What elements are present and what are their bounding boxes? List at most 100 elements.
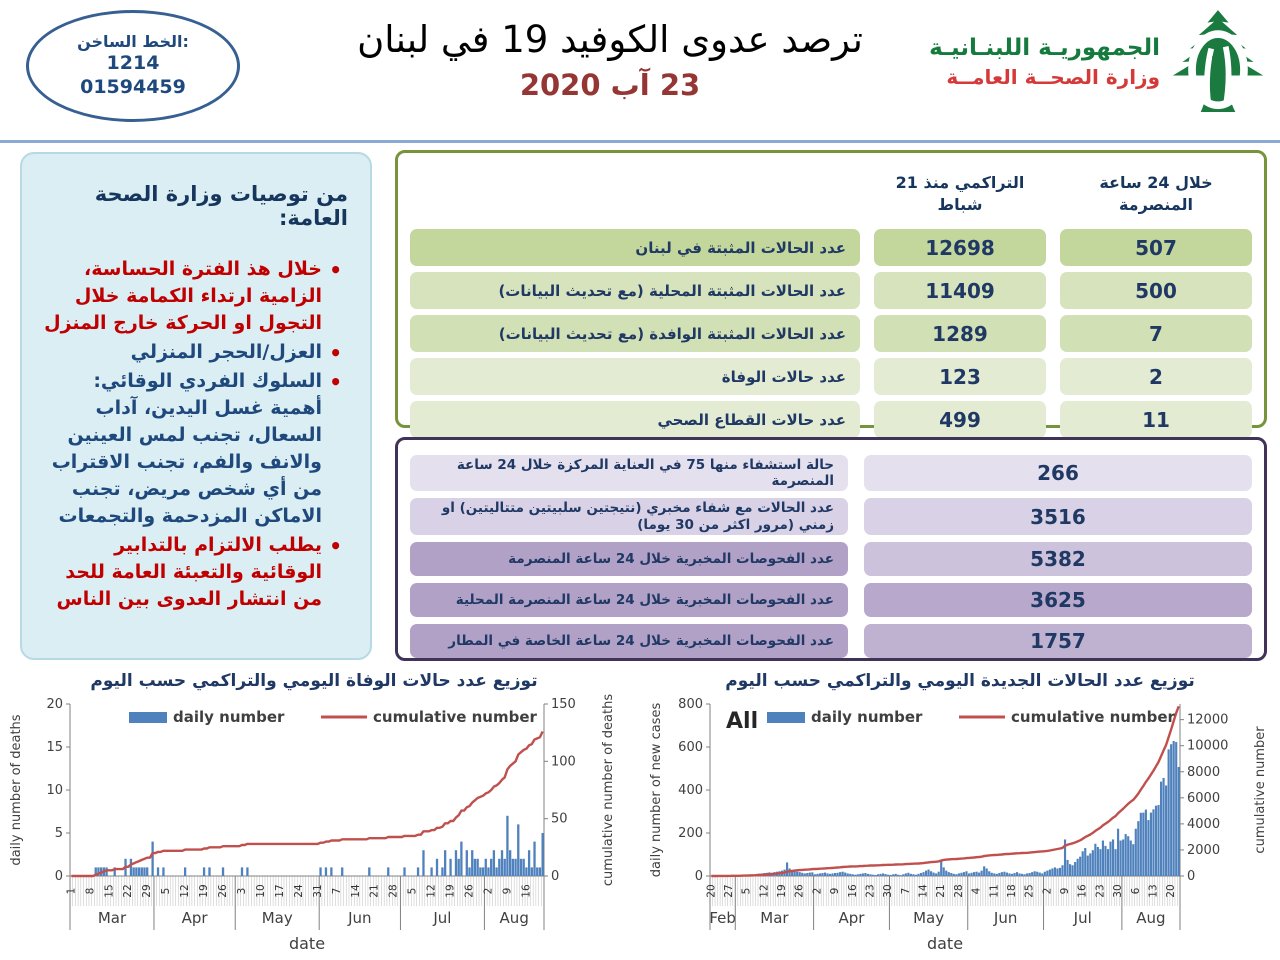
hotline-label: الخط الساخن: xyxy=(77,32,189,52)
svg-text:date: date xyxy=(289,934,325,953)
svg-text:daily number of new cases: daily number of new cases xyxy=(649,703,664,878)
row-label: عدد الفحوصات المخبرية خلال 24 ساعة المنص… xyxy=(410,582,848,617)
svg-text:12: 12 xyxy=(179,884,191,897)
svg-text:Aug: Aug xyxy=(1136,909,1165,927)
svg-text:All: All xyxy=(726,709,758,734)
svg-text:18: 18 xyxy=(1006,884,1018,897)
svg-text:13: 13 xyxy=(1147,884,1159,897)
svg-text:100: 100 xyxy=(551,754,576,769)
svg-text:12: 12 xyxy=(426,884,438,897)
svg-text:26: 26 xyxy=(464,884,476,898)
svg-text:Jun: Jun xyxy=(347,909,371,927)
svg-text:24: 24 xyxy=(293,884,305,898)
svg-text:28: 28 xyxy=(953,884,965,897)
svg-text:9: 9 xyxy=(829,888,841,895)
svg-text:5: 5 xyxy=(55,826,63,841)
row-label: عدد الفحوصات المخبرية خلال 24 ساعة المنص… xyxy=(410,541,848,576)
cumulative-value: 11409 xyxy=(874,272,1046,309)
header-divider xyxy=(0,140,1280,143)
table-row: عدد الفحوصات المخبرية خلال 24 ساعة المنص… xyxy=(410,541,1252,576)
svg-text:7: 7 xyxy=(331,888,343,895)
svg-text:2000: 2000 xyxy=(1187,843,1220,858)
header-title-block: ترصد عدوى الكوفيد 19 في لبنان 23 آب 2020 xyxy=(300,12,920,102)
last24h-value: 7 xyxy=(1060,315,1252,352)
svg-text:26: 26 xyxy=(794,884,806,898)
svg-text:21: 21 xyxy=(935,884,947,897)
cases-summary-table: التراكمي منذ 21 شباط خلال 24 ساعة المنصر… xyxy=(395,150,1267,438)
svg-text:20: 20 xyxy=(705,884,717,897)
svg-text:19: 19 xyxy=(198,884,210,897)
recommendations-panel: من توصيات وزارة الصحة العامة: خلال هذ ال… xyxy=(20,152,372,660)
svg-text:19: 19 xyxy=(776,884,788,897)
svg-text:cumulative number of deaths: cumulative number of deaths xyxy=(601,694,616,886)
row-value: 3625 xyxy=(864,582,1252,617)
svg-text:9: 9 xyxy=(1059,888,1071,895)
svg-text:30: 30 xyxy=(882,884,894,897)
svg-text:7: 7 xyxy=(900,888,912,895)
row-value: 3516 xyxy=(864,498,1252,535)
svg-text:2: 2 xyxy=(482,888,494,895)
row-label: عدد الفحوصات المخبرية خلال 24 ساعة الخاص… xyxy=(410,623,848,658)
svg-text:20: 20 xyxy=(1165,884,1177,897)
svg-text:12000: 12000 xyxy=(1187,713,1228,728)
svg-text:50: 50 xyxy=(551,812,568,827)
row-label: عدد حالات الوفاة xyxy=(410,358,860,395)
hotline-number-long: 01594459 xyxy=(80,76,186,98)
deaths-chart-title: توزيع عدد حالات الوفاة اليومي والتراكمي … xyxy=(90,671,538,691)
recommendation-item: العزل/الحجر المنزلي xyxy=(38,339,342,367)
recommendations-list: خلال هذ الفترة الحساسة، الزامية ارتداء ا… xyxy=(38,256,348,613)
svg-text:Feb: Feb xyxy=(709,909,736,927)
col-header-cumulative: التراكمي منذ 21 شباط xyxy=(895,173,1025,214)
ministry-name-line2: وزارة الصحــة العامــة xyxy=(946,65,1160,90)
svg-text:20: 20 xyxy=(46,697,63,712)
table-row: عدد الحالات المثبتة في لبنان 12698 507 xyxy=(410,229,1252,266)
svg-text:15: 15 xyxy=(103,884,115,897)
ministry-name: الجمهوريـة اللبنـانيـة وزارة الصحــة الع… xyxy=(929,33,1160,91)
page-title: ترصد عدوى الكوفيد 19 في لبنان xyxy=(357,18,863,61)
svg-text:10: 10 xyxy=(46,783,63,798)
svg-text:4000: 4000 xyxy=(1187,817,1220,832)
svg-text:150: 150 xyxy=(551,697,576,712)
svg-text:6000: 6000 xyxy=(1187,791,1220,806)
col-header-last24h: خلال 24 ساعة المنصرمة xyxy=(1099,173,1213,214)
svg-text:Aug: Aug xyxy=(500,909,529,927)
last24h-value: 500 xyxy=(1060,272,1252,309)
table-row: عدد الفحوصات المخبرية خلال 24 ساعة الخاص… xyxy=(410,623,1252,658)
svg-text:4: 4 xyxy=(971,887,983,894)
svg-text:23: 23 xyxy=(1094,884,1106,897)
svg-text:0: 0 xyxy=(695,869,703,884)
svg-text:daily number: daily number xyxy=(173,708,285,726)
svg-text:May: May xyxy=(913,909,944,927)
table-row: عدد حالات الوفاة 123 2 xyxy=(410,358,1252,395)
row-label: حالة استشفاء منها 75 في العناية المركزة … xyxy=(410,455,848,492)
svg-text:Apr: Apr xyxy=(182,909,209,927)
svg-text:16: 16 xyxy=(847,884,859,898)
ministry-logo-block: الجمهوريـة اللبنـانيـة وزارة الصحــة الع… xyxy=(929,6,1268,118)
svg-text:Mar: Mar xyxy=(760,909,789,927)
svg-text:14: 14 xyxy=(350,884,362,898)
svg-text:800: 800 xyxy=(678,697,703,712)
ministry-name-line1: الجمهوريـة اللبنـانيـة xyxy=(929,34,1160,61)
svg-text:Jul: Jul xyxy=(1073,909,1092,927)
recommendation-item: السلوك الفردي الوقائي: أهمية غسل اليدين،… xyxy=(38,368,342,530)
svg-text:5: 5 xyxy=(160,888,172,895)
svg-text:22: 22 xyxy=(122,884,134,897)
svg-text:8000: 8000 xyxy=(1187,765,1220,780)
new-cases-chart-title: توزيع عدد الحالات الجديدة اليومي والتراك… xyxy=(725,671,1195,691)
svg-text:3: 3 xyxy=(236,888,248,895)
svg-text:12: 12 xyxy=(758,884,770,897)
table-row: عدد الحالات المثبتة المحلية (مع تحديث ال… xyxy=(410,272,1252,309)
svg-text:8: 8 xyxy=(84,888,96,895)
cumulative-value: 1289 xyxy=(874,315,1046,352)
svg-text:10000: 10000 xyxy=(1187,739,1228,754)
report-date: 23 آب 2020 xyxy=(519,67,701,102)
svg-text:Apr: Apr xyxy=(839,909,866,927)
row-label: عدد حالات القطاع الصحي xyxy=(410,401,860,438)
svg-text:5: 5 xyxy=(407,888,419,895)
svg-text:10: 10 xyxy=(255,884,267,897)
svg-text:29: 29 xyxy=(141,884,153,897)
table-row: عدد الفحوصات المخبرية خلال 24 ساعة المنص… xyxy=(410,582,1252,617)
testing-summary-table: حالة استشفاء منها 75 في العناية المركزة … xyxy=(395,437,1267,661)
